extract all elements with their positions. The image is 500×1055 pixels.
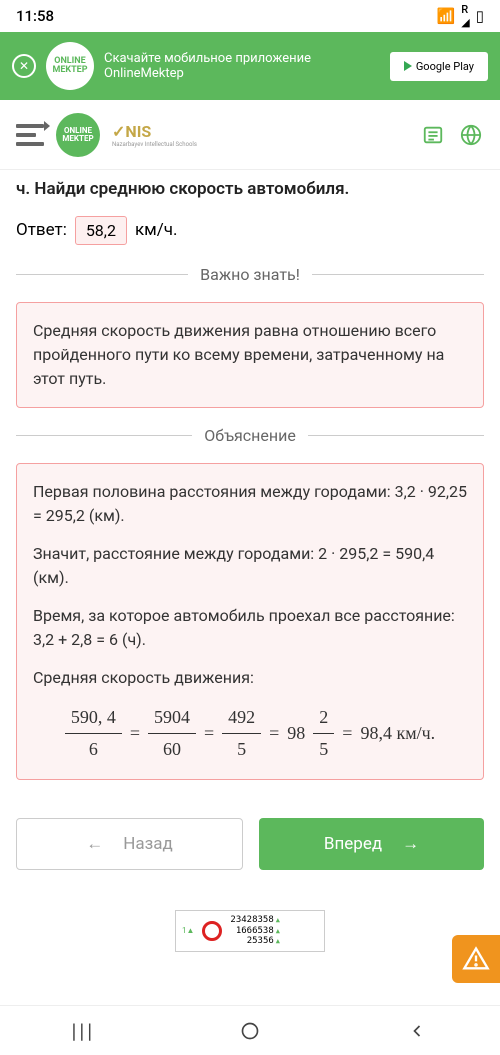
question-text: ч. Найди среднюю скорость автомобиля. bbox=[16, 178, 484, 202]
explanation-box: Первая половина расстояния между городам… bbox=[16, 463, 484, 780]
explain-p3: Время, за которое автомобиль проехал все… bbox=[33, 604, 467, 652]
answer-input[interactable]: 58,2 bbox=[75, 216, 127, 245]
app-banner: ✕ ONLINE MEKTEP Скачайте мобильное прило… bbox=[0, 32, 500, 100]
android-nav-bar: ||| bbox=[0, 1005, 500, 1055]
android-back-button[interactable] bbox=[405, 1019, 429, 1043]
banner-logo: ONLINE MEKTEP bbox=[46, 42, 94, 90]
google-play-button[interactable]: Google Play bbox=[390, 52, 488, 81]
close-icon[interactable]: ✕ bbox=[12, 54, 36, 78]
info-box: Средняя скорость движения равна отношени… bbox=[16, 302, 484, 408]
status-time: 11:58 bbox=[16, 7, 54, 25]
section-label-1: Важно знать! bbox=[200, 265, 300, 284]
explain-p4: Средняя скорость движения: bbox=[33, 666, 467, 690]
section-divider-2: Объяснение bbox=[16, 426, 484, 445]
answer-row: Ответ: 58,2 км/ч. bbox=[16, 216, 484, 245]
wifi-icon: 📶 bbox=[437, 7, 456, 25]
play-label: Google Play bbox=[416, 60, 474, 73]
section-label-2: Объяснение bbox=[204, 426, 296, 445]
visitor-counter: 1▲ 23428358 1666538 25356 bbox=[175, 910, 325, 952]
next-button[interactable]: Вперед → bbox=[259, 818, 484, 870]
nav-buttons: ← Назад Вперед → bbox=[0, 818, 500, 870]
home-button[interactable] bbox=[238, 1019, 262, 1043]
play-icon bbox=[404, 61, 412, 71]
status-icons: 📶 R◢ ▯ bbox=[437, 3, 484, 29]
explain-p1: Первая половина расстояния между городам… bbox=[33, 480, 467, 528]
globe-icon[interactable] bbox=[458, 122, 484, 148]
answer-unit: км/ч. bbox=[135, 220, 178, 240]
counter-circle-icon bbox=[202, 921, 222, 941]
section-divider-1: Важно знать! bbox=[16, 265, 484, 284]
warning-badge[interactable] bbox=[452, 935, 500, 983]
explain-p2: Значит, расстояние между городами: 2 · 2… bbox=[33, 542, 467, 590]
arrow-left-icon: ← bbox=[86, 834, 103, 854]
list-icon[interactable] bbox=[420, 122, 446, 148]
menu-icon[interactable] bbox=[16, 124, 44, 146]
status-bar: 11:58 📶 R◢ ▯ bbox=[0, 0, 500, 32]
banner-logo-text: ONLINE MEKTEP bbox=[46, 57, 94, 75]
nav-bar: ONLINE MEKTEP ✓NIS Nazarbayev Intellectu… bbox=[0, 100, 500, 170]
answer-label: Ответ: bbox=[16, 220, 67, 240]
nis-logo: ✓NIS Nazarbayev Intellectual Schools bbox=[112, 122, 197, 148]
nis-subtitle: Nazarbayev Intellectual Schools bbox=[112, 141, 197, 148]
nav-logo-text: ONLINE MEKTEP bbox=[56, 127, 100, 143]
content-area: ч. Найди среднюю скорость автомобиля. От… bbox=[0, 170, 500, 788]
back-label: Назад bbox=[123, 834, 173, 854]
signal-icon: R◢ bbox=[461, 3, 469, 29]
battery-icon: ▯ bbox=[476, 7, 484, 25]
nav-logo[interactable]: ONLINE MEKTEP bbox=[56, 113, 100, 157]
recent-apps-button[interactable]: ||| bbox=[71, 1019, 95, 1043]
banner-text: Скачайте мобильное приложение OnlineMekt… bbox=[104, 51, 380, 81]
back-button[interactable]: ← Назад bbox=[16, 818, 243, 870]
formula: 590, 46 = 590460 = 4925 = 98 25 = 98,4 к… bbox=[33, 704, 467, 763]
next-label: Вперед bbox=[324, 834, 382, 854]
arrow-right-icon: → bbox=[402, 834, 419, 854]
counter-numbers: 23428358 1666538 25356 bbox=[230, 915, 280, 947]
